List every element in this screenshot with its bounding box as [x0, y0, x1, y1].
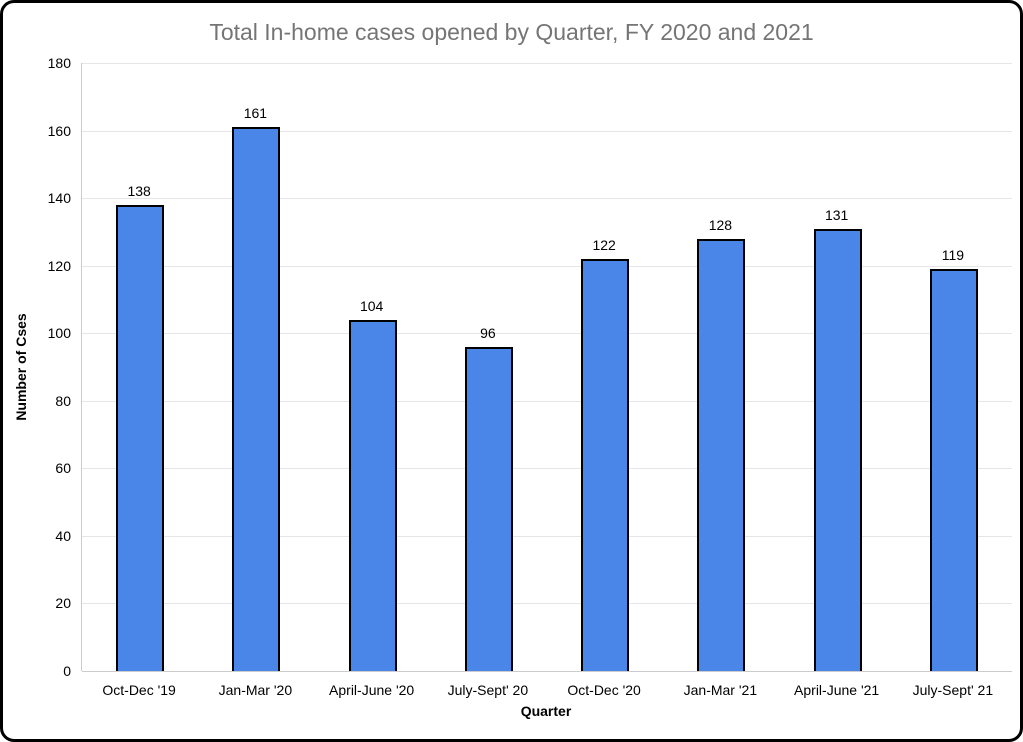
- bar-value-label: 161: [243, 105, 268, 122]
- bar-value-label: 131: [824, 206, 849, 223]
- x-tick-label: July-Sept' 21: [912, 682, 994, 698]
- gridline: [82, 130, 1012, 132]
- y-tick-label: 160: [47, 122, 71, 139]
- gridline: [82, 400, 1012, 402]
- x-axis-line: [82, 671, 1012, 672]
- x-axis-title: Quarter: [520, 703, 572, 719]
- bar: [116, 204, 165, 671]
- y-tick-label: 0: [63, 663, 71, 679]
- chart-title: Total In-home cases opened by Quarter, F…: [209, 19, 814, 45]
- gridline: [82, 535, 1012, 537]
- bar-value-label: 138: [127, 182, 151, 199]
- x-tick-label: April-June '21: [794, 682, 880, 698]
- bar: [232, 127, 281, 671]
- y-tick-label: 20: [55, 595, 71, 612]
- bar-value-label: 96: [480, 324, 496, 341]
- bar-value-label: 119: [941, 247, 965, 264]
- bar: [348, 319, 397, 671]
- x-tick-label: July-Sept' 20: [447, 682, 529, 698]
- x-tick-label: April-June '20: [329, 682, 415, 698]
- gridline: [82, 63, 1012, 64]
- y-tick-label: 140: [47, 190, 71, 207]
- x-tick-label: Oct-Dec '20: [567, 682, 641, 698]
- y-tick-label: 120: [47, 257, 71, 274]
- x-tick-label: Jan-Mar '20: [218, 682, 293, 698]
- gridline: [82, 198, 1012, 200]
- gridline: [82, 265, 1012, 267]
- plot-area: [81, 63, 1012, 672]
- bar: [813, 228, 862, 671]
- y-tick-label: 100: [47, 325, 71, 342]
- bar-value-label: 128: [708, 216, 733, 233]
- y-tick-label: 40: [55, 527, 71, 544]
- gridline: [82, 468, 1012, 470]
- x-tick-label: Oct-Dec '19: [102, 682, 176, 698]
- bar: [929, 269, 978, 671]
- bar-value-label: 122: [592, 236, 616, 253]
- bar-value-label: 104: [359, 297, 384, 314]
- y-tick-label: 80: [55, 392, 71, 409]
- y-tick-label: 180: [47, 55, 71, 71]
- gridline: [82, 603, 1012, 605]
- bar: [697, 238, 746, 671]
- bar: [581, 258, 630, 671]
- y-tick-label: 60: [55, 460, 71, 477]
- x-tick-label: Jan-Mar '21: [683, 682, 758, 698]
- gridline: [82, 333, 1012, 335]
- bar: [464, 346, 513, 671]
